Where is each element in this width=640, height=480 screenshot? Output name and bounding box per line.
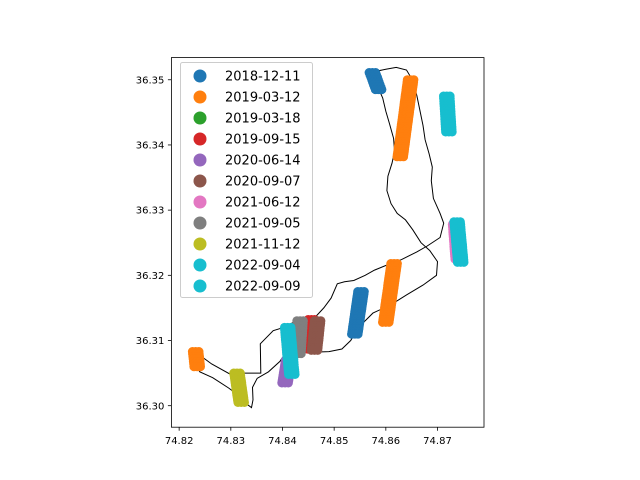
axes-frame <box>170 57 485 428</box>
y-tick-label: 36.30 <box>136 401 165 412</box>
legend-marker <box>193 153 207 167</box>
scatter-point <box>398 152 409 162</box>
scatter-point <box>283 378 293 388</box>
legend-label: 2021-09-05 <box>225 217 301 232</box>
x-tick-label: 74.87 <box>423 436 452 447</box>
scatter-point <box>353 329 363 339</box>
x-tick-label: 74.86 <box>372 436 401 447</box>
y-tick-label: 36.35 <box>136 75 165 86</box>
legend-label: 2020-09-07 <box>225 175 301 190</box>
scatter-point <box>377 84 387 95</box>
legend-marker <box>193 279 207 293</box>
x-tick-label: 74.84 <box>268 436 297 447</box>
scatter-point <box>296 348 306 359</box>
x-axis: 74.82 74.83 74.84 74.85 74.86 74.87 <box>165 427 452 447</box>
legend-label: 2020-06-14 <box>225 154 301 169</box>
scatter-point <box>239 397 249 407</box>
scatter-point <box>459 257 469 267</box>
legend-marker <box>193 216 207 230</box>
y-tick-label: 36.34 <box>136 141 165 152</box>
legend-box <box>180 62 313 298</box>
y-tick-label: 36.32 <box>136 271 165 282</box>
scatter-point <box>290 369 300 379</box>
x-tick-label: 74.83 <box>216 436 245 447</box>
scatter-point <box>447 127 457 137</box>
legend-label: 2018-12-11 <box>225 70 301 85</box>
marker-layer <box>187 68 469 407</box>
legend-label: 2021-11-12 <box>225 238 301 253</box>
legend-label: 2022-09-09 <box>225 280 301 295</box>
legend: 2018-12-11 2019-03-12 2019-03-18 2019-09-15… <box>180 62 313 298</box>
scatter-point <box>384 317 394 327</box>
legend-marker <box>193 258 207 272</box>
legend-label: 2022-09-04 <box>225 259 301 274</box>
y-tick-label: 36.31 <box>136 336 165 347</box>
legend-marker <box>193 132 207 146</box>
legend-marker <box>193 69 207 83</box>
legend-label: 2019-09-15 <box>225 133 301 148</box>
legend-marker <box>193 90 207 104</box>
legend-marker <box>193 195 207 209</box>
legend-marker <box>193 174 207 188</box>
x-tick-label: 74.85 <box>320 436 349 447</box>
y-tick-label: 36.33 <box>136 206 165 217</box>
legend-label: 2019-03-18 <box>225 112 301 127</box>
legend-label: 2019-03-12 <box>225 91 301 106</box>
x-tick-label: 74.82 <box>165 436 194 447</box>
scatter-point <box>313 345 323 355</box>
y-axis: 36.30 36.31 36.32 36.33 36.34 36.35 <box>136 75 172 412</box>
legend-label: 2021-06-12 <box>225 196 301 211</box>
scatter-point <box>195 362 205 372</box>
legend-marker <box>193 111 207 125</box>
legend-marker <box>193 237 207 251</box>
